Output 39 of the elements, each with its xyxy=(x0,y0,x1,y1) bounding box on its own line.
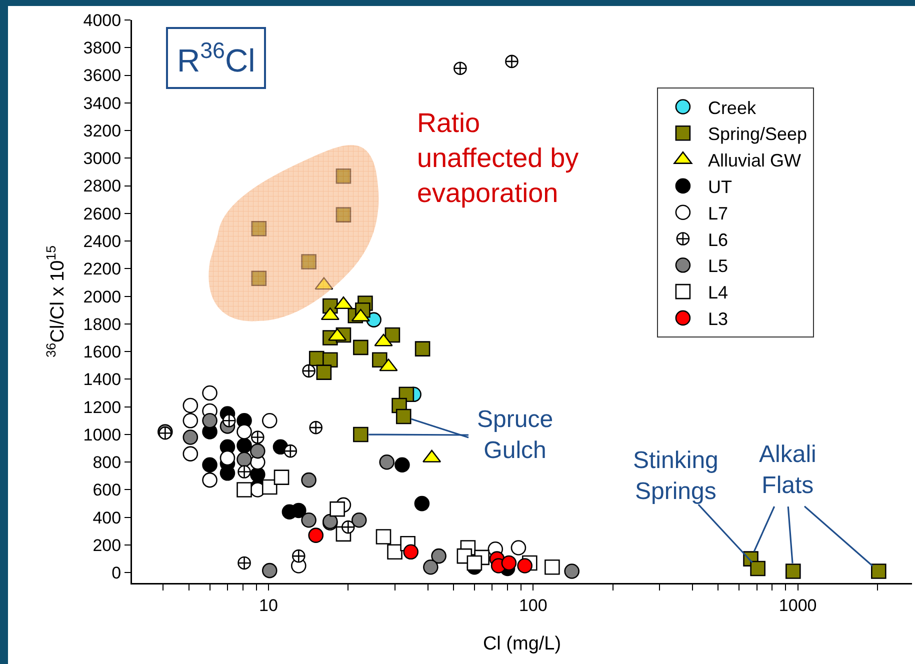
y-tick-label: 1800 xyxy=(83,314,122,334)
y-tick-label: 600 xyxy=(92,480,122,500)
x-tick-label: 10 xyxy=(259,596,278,615)
y-tick-label: 3400 xyxy=(83,94,122,113)
y-tick-label: 3200 xyxy=(83,121,122,140)
x-tick-label: 100 xyxy=(518,596,548,615)
x-tick-label: 1000 xyxy=(778,596,817,615)
legend-label: Alluvial GW xyxy=(708,150,801,171)
legend-label: L5 xyxy=(708,256,728,276)
y-tick-label: 400 xyxy=(92,508,122,528)
x-axis-title: Cl (mg/L) xyxy=(482,633,562,654)
annotation: Spruce Gulch xyxy=(477,406,554,464)
annotation: Ratio unaffected by evaporation xyxy=(417,108,580,208)
y-tick-label: 3800 xyxy=(83,38,122,58)
y-tick-label: 2800 xyxy=(83,176,122,196)
y-tick-label: 4000 xyxy=(83,10,122,30)
y-tick-label: 0 xyxy=(112,564,122,583)
legend-label: L4 xyxy=(708,282,728,303)
legend-label: Creek xyxy=(708,98,757,118)
legend-label: L7 xyxy=(708,203,728,224)
y-tick-label: 1200 xyxy=(83,398,122,417)
y-tick-label: 2200 xyxy=(83,260,122,279)
y-tick-label: 2400 xyxy=(83,232,122,252)
legend-label: Spring/Seep xyxy=(708,124,808,144)
annotation: Stinking Springs xyxy=(633,447,718,506)
legend-label: L3 xyxy=(708,308,728,329)
legend-label: L6 xyxy=(708,230,728,250)
text: R$^{36}$Cl xyxy=(177,38,256,78)
annotation: Alkali Flats xyxy=(759,441,816,500)
y-tick-label: 2000 xyxy=(83,287,122,306)
y-tick-label: 1400 xyxy=(83,370,122,390)
y-tick-label: 2600 xyxy=(83,204,122,224)
y-tick-label: 200 xyxy=(92,536,122,555)
y-tick-label: 3000 xyxy=(83,149,122,168)
y-tick-label: 1600 xyxy=(83,342,122,362)
y-tick-label: 3600 xyxy=(83,66,122,86)
y-tick-label: 800 xyxy=(92,453,122,472)
y-tick-label: 1000 xyxy=(83,425,122,444)
legend-label: UT xyxy=(708,176,732,197)
